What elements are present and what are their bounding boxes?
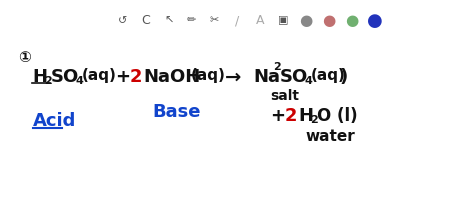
Text: ●: ●: [322, 13, 336, 28]
Text: H: H: [32, 68, 47, 86]
Text: →: →: [225, 68, 241, 87]
Text: (aq): (aq): [191, 68, 226, 83]
Text: SO: SO: [51, 68, 79, 86]
Text: 4: 4: [305, 76, 313, 86]
Text: 2: 2: [273, 62, 281, 72]
Text: ✂: ✂: [210, 16, 219, 26]
Text: ▣: ▣: [278, 16, 289, 26]
Text: Na: Na: [253, 68, 280, 86]
Text: water: water: [305, 129, 355, 144]
Text: +: +: [270, 107, 285, 125]
Text: Acid: Acid: [33, 112, 76, 130]
Text: /: /: [235, 14, 239, 27]
Text: salt: salt: [270, 89, 299, 103]
Text: 2: 2: [285, 107, 298, 125]
Text: ●: ●: [346, 13, 358, 28]
Text: H: H: [298, 107, 313, 125]
Text: A: A: [256, 14, 264, 27]
Text: ↺: ↺: [118, 16, 128, 26]
Text: (aq): (aq): [311, 68, 346, 83]
Text: +: +: [115, 68, 130, 86]
Text: ●: ●: [367, 12, 383, 30]
Text: NaOH: NaOH: [143, 68, 200, 86]
Text: SO: SO: [280, 68, 308, 86]
Text: ✏: ✏: [187, 16, 196, 26]
Text: ●: ●: [300, 13, 313, 28]
Text: 2: 2: [130, 68, 143, 86]
Text: 2: 2: [44, 76, 52, 86]
Text: ): ): [340, 68, 348, 86]
Text: Base: Base: [152, 103, 201, 121]
Text: C: C: [141, 14, 150, 27]
Text: ①: ①: [18, 50, 31, 65]
Text: (aq): (aq): [82, 68, 117, 83]
Text: 4: 4: [76, 76, 84, 86]
Text: 2: 2: [310, 115, 318, 125]
Text: ↖: ↖: [164, 16, 173, 26]
Text: O (l): O (l): [317, 107, 357, 125]
